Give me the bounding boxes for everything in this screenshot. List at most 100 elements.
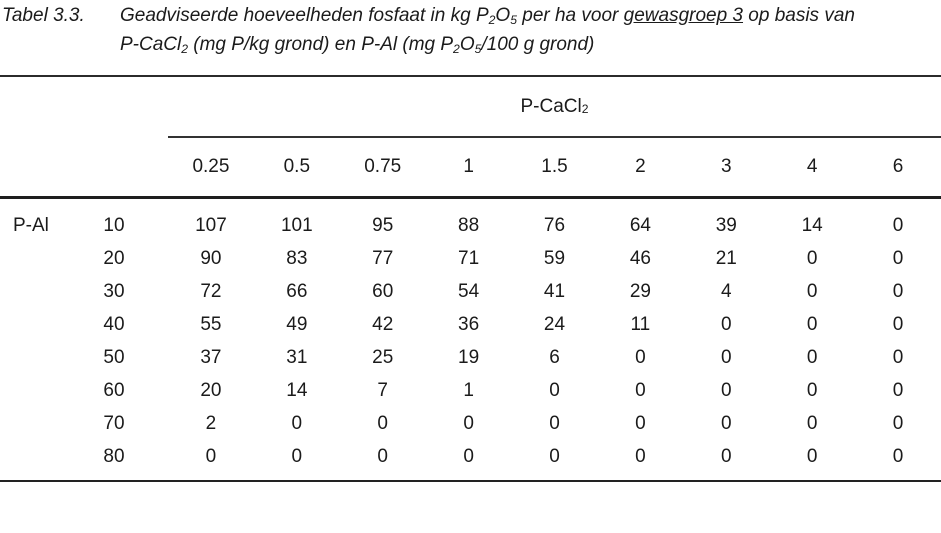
table-cell: 101 — [280, 214, 313, 236]
row-axis-spacer — [0, 407, 60, 440]
table-cell: 0 — [806, 412, 818, 434]
table-cell: 0 — [549, 379, 560, 401]
table-cell: 20 — [200, 379, 222, 401]
row-label: 80 — [103, 445, 125, 467]
table-cell: 72 — [200, 280, 222, 302]
table-cell: 0 — [205, 445, 217, 467]
column-header: 0.5 — [283, 156, 311, 177]
table-cell: 19 — [458, 346, 480, 368]
table-cell: 41 — [543, 280, 566, 302]
table-row: P-Al 10 107 101 95 88 76 64 39 14 0 — [0, 209, 941, 242]
group-header-spacer — [0, 77, 168, 138]
table-cell: 2 — [205, 412, 217, 434]
column-header: 3 — [720, 156, 732, 177]
table-cell: 60 — [372, 280, 394, 302]
table-cell: 0 — [806, 280, 818, 302]
subscript: 5 — [510, 12, 517, 27]
caption-line2: P-CaCl2 (mg P/kg grond) en P-Al (mg P2O5… — [120, 34, 595, 56]
table-cell: 0 — [635, 412, 646, 434]
table-cell: 0 — [892, 346, 904, 368]
row-axis-spacer — [0, 341, 60, 374]
subscript: 2 — [181, 41, 188, 56]
table-cell: 0 — [635, 379, 646, 401]
table-cell: 0 — [806, 445, 818, 467]
table-row: 60 20 14 7 1 0 0 0 0 0 — [0, 374, 941, 407]
table-cell: 0 — [377, 445, 388, 467]
table-row: 50 37 31 25 19 6 0 0 0 0 — [0, 341, 941, 374]
table-cell: 0 — [463, 412, 474, 434]
group-header: P-CaCl 2 — [168, 77, 941, 138]
subscript: 5 — [474, 41, 482, 56]
table-cell: 0 — [892, 412, 904, 434]
column-header: 4 — [806, 156, 818, 177]
table-cell: 64 — [629, 214, 651, 236]
table-row: 40 55 49 42 36 24 11 0 0 0 — [0, 308, 941, 341]
row-label: 60 — [103, 379, 125, 401]
underlined-phrase: gewasgroep 3 — [623, 5, 744, 26]
table-cell: 0 — [806, 346, 818, 368]
table-cell: 54 — [458, 280, 480, 302]
table-cell: 7 — [377, 379, 388, 401]
table-cell: 0 — [892, 313, 904, 335]
table-cell: 0 — [892, 247, 904, 269]
table-row: 30 72 66 60 54 41 29 4 0 0 — [0, 275, 941, 308]
table-cell: 4 — [720, 280, 732, 302]
table-cell: 37 — [200, 346, 222, 368]
table-row: 20 90 83 77 71 59 46 21 0 0 — [0, 242, 941, 275]
table-cell: 76 — [543, 214, 566, 236]
table-cell: 0 — [720, 313, 732, 335]
row-label: 20 — [103, 247, 125, 269]
table-cell: 77 — [372, 247, 394, 269]
table-cell: 0 — [549, 412, 560, 434]
table-cell: 0 — [806, 379, 818, 401]
table-cell: 31 — [286, 346, 308, 368]
table-cell: 0 — [806, 313, 818, 335]
table-cell: 90 — [200, 247, 222, 269]
table-cell: 66 — [286, 280, 308, 302]
column-header: 0.75 — [364, 156, 402, 177]
table-cell: 55 — [200, 313, 222, 335]
table-row: 70 2 0 0 0 0 0 0 0 0 — [0, 407, 941, 440]
table-cell: 0 — [892, 379, 904, 401]
table-cell: 0 — [549, 445, 560, 467]
table-cell: 0 — [892, 445, 904, 467]
row-label: 50 — [103, 346, 125, 368]
table-cell: 46 — [629, 247, 651, 269]
row-axis-spacer — [0, 374, 60, 407]
table-cell: 25 — [372, 346, 394, 368]
table-cell: 0 — [635, 346, 646, 368]
table-cell: 0 — [377, 412, 388, 434]
table-cell: 0 — [291, 445, 303, 467]
table-cell: 49 — [286, 313, 308, 335]
table-cell: 88 — [458, 214, 480, 236]
row-axis-spacer — [0, 275, 60, 308]
table-cell: 0 — [463, 445, 474, 467]
table-cell: 71 — [458, 247, 480, 269]
table-cell: 0 — [892, 214, 904, 236]
table-cell: 24 — [543, 313, 566, 335]
table-cell: 83 — [286, 247, 308, 269]
table-cell: 29 — [629, 280, 651, 302]
row-label: 40 — [103, 313, 125, 335]
row-label: 10 — [103, 214, 125, 236]
table-cell: 6 — [549, 346, 560, 368]
table-caption: Tabel 3.3. Geadviseerde hoeveelheden fos… — [0, 0, 941, 75]
table-cell: 0 — [635, 445, 646, 467]
table-cell: 36 — [458, 313, 480, 335]
subscript: 2 — [581, 102, 589, 117]
row-axis-spacer — [0, 242, 60, 275]
row-axis-spacer — [0, 440, 60, 473]
table-cell: 0 — [720, 379, 732, 401]
row-axis-spacer — [0, 308, 60, 341]
table-cell: 14 — [801, 214, 823, 236]
table-row: 80 0 0 0 0 0 0 0 0 0 — [0, 440, 941, 473]
data-table: P-CaCl 2 0.25 0.5 0.75 1 1.5 2 3 4 6 P-Al… — [0, 75, 941, 482]
table-cell: 0 — [720, 346, 732, 368]
row-axis-label: P-Al — [13, 214, 49, 236]
table-cell: 21 — [715, 247, 737, 269]
table-cell: 107 — [195, 214, 227, 236]
table-cell: 95 — [372, 214, 394, 236]
table-cell: 14 — [286, 379, 308, 401]
table-cell: 0 — [720, 445, 732, 467]
